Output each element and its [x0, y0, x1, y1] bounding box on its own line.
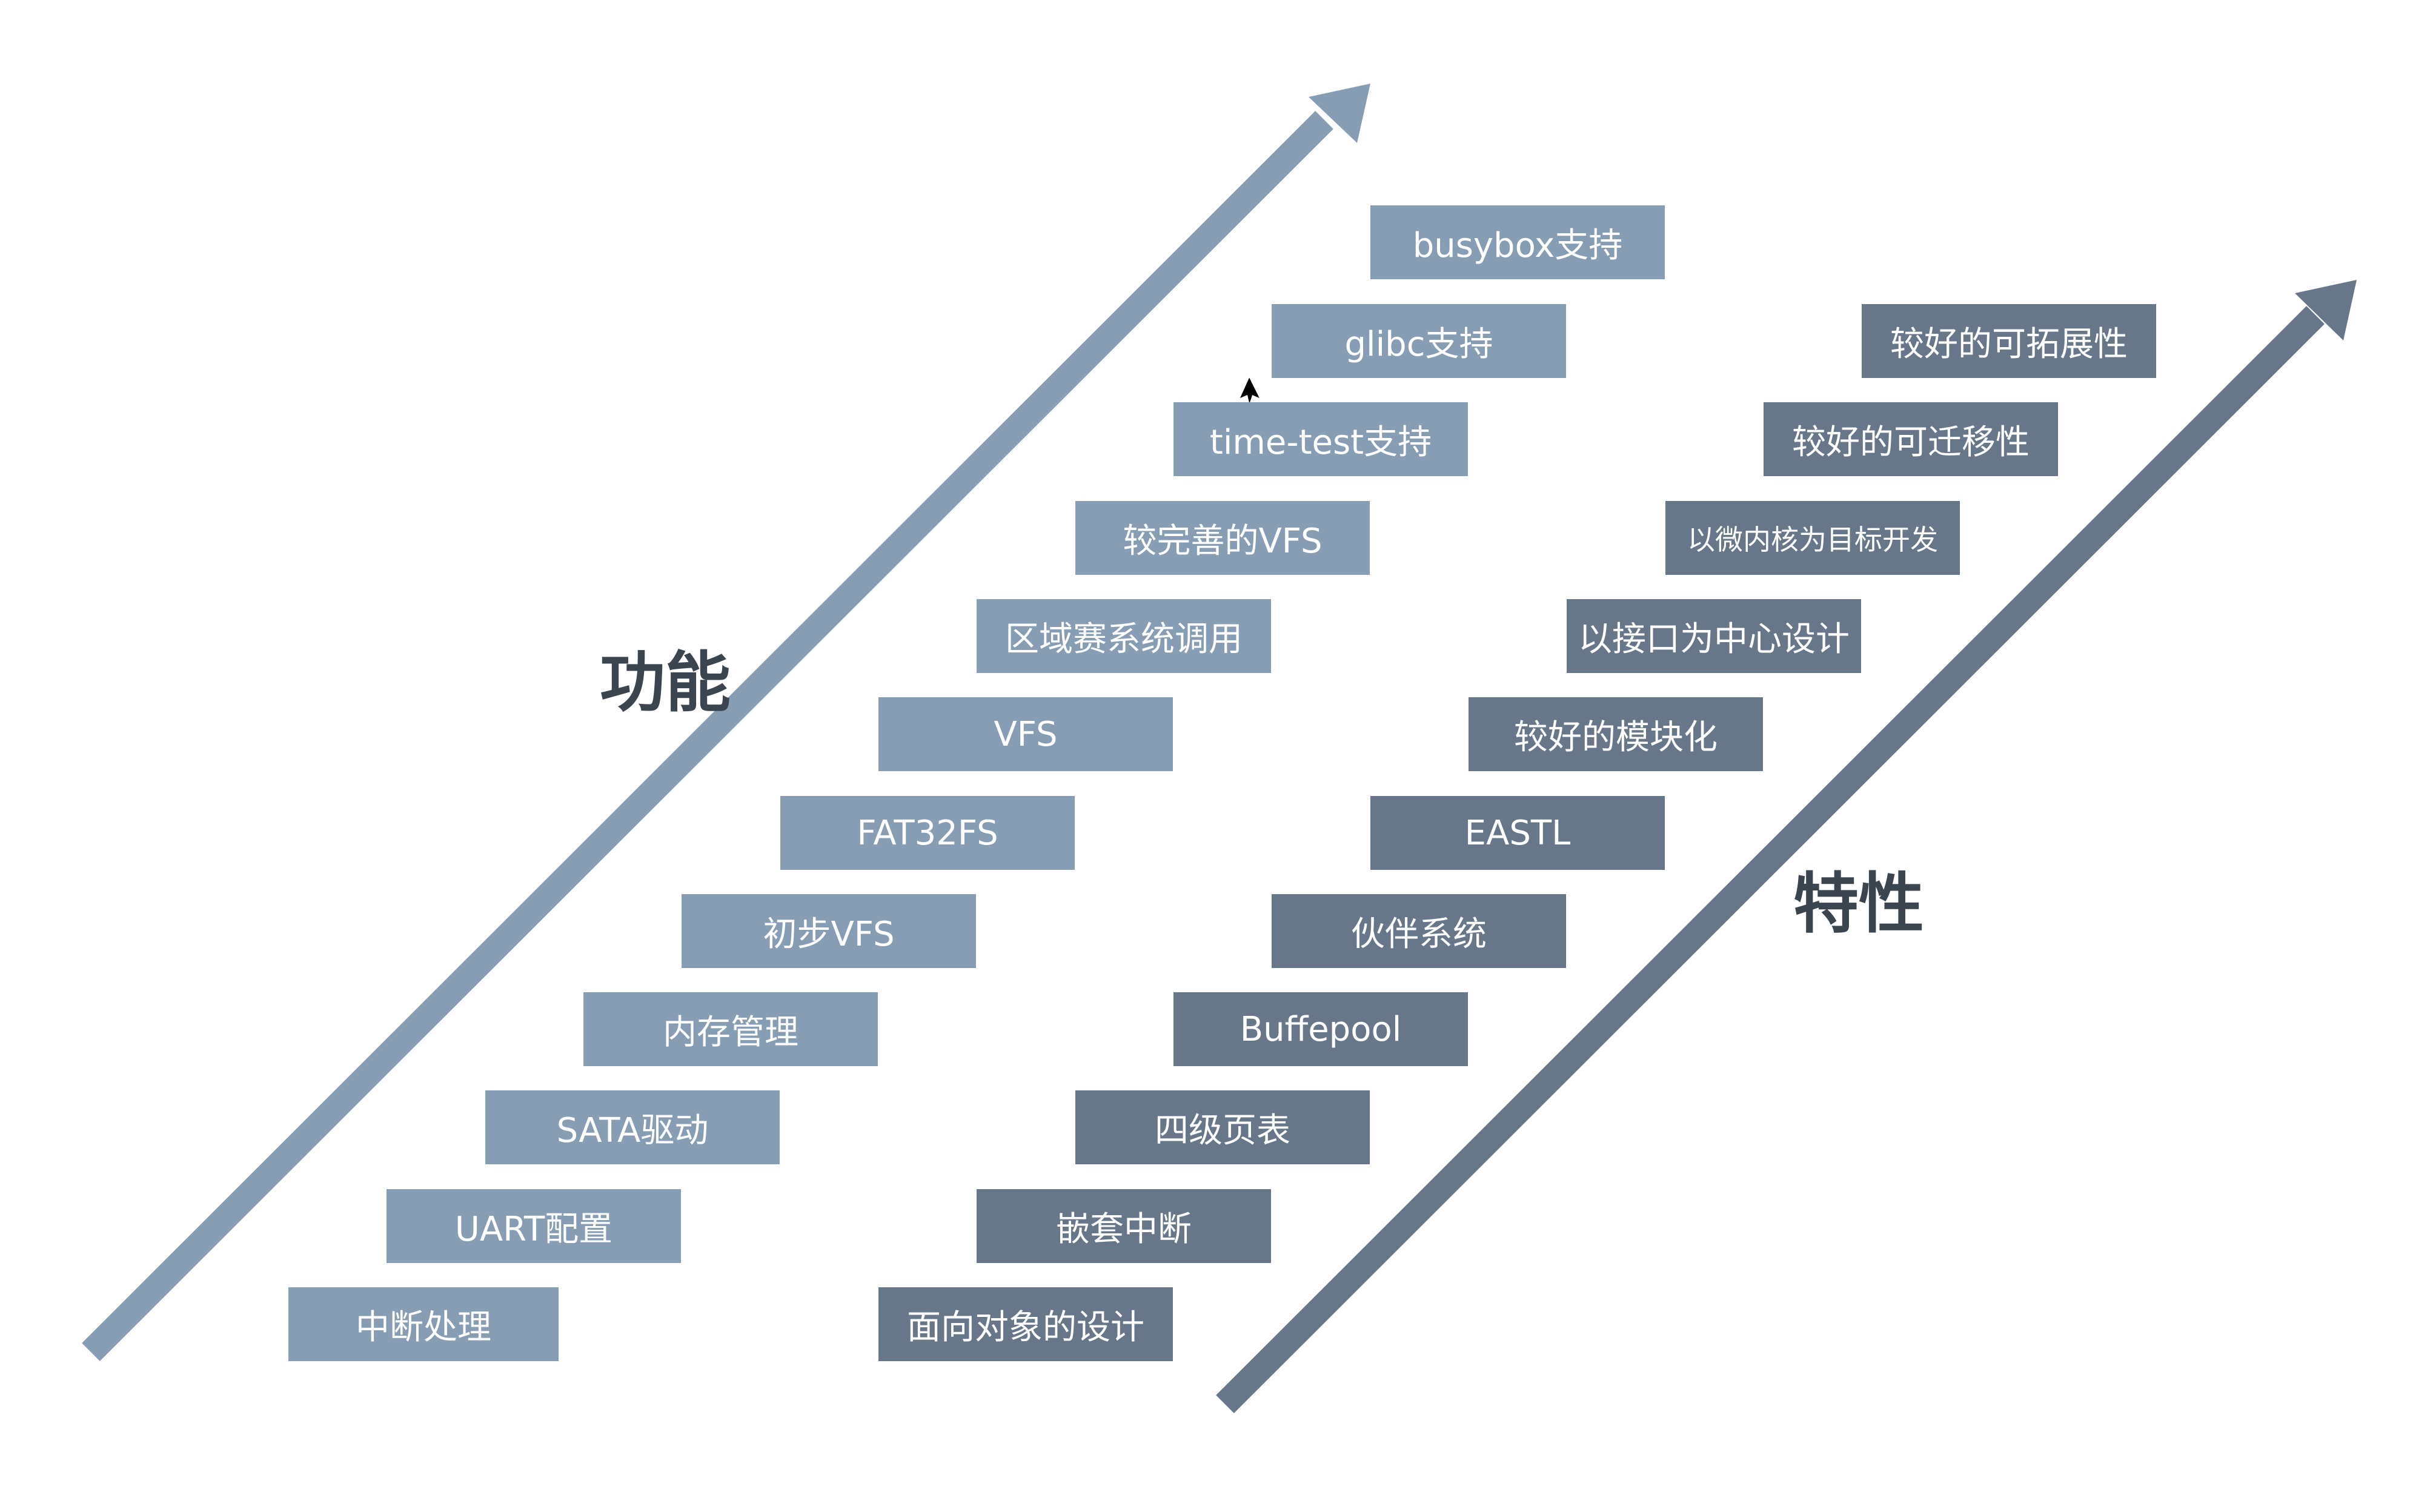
function-box-fat32fs: FAT32FS	[780, 796, 1075, 870]
function-box-sata-driver: SATA驱动	[485, 1090, 780, 1164]
function-arrow-head	[1309, 84, 1370, 143]
function-box-glibc-support: glibc支持	[1272, 304, 1566, 378]
feature-box-four-level-page-table: 四级页表	[1075, 1090, 1370, 1164]
function-box-memory-management: 内存管理	[583, 992, 878, 1066]
function-arrow-shaft	[82, 111, 1333, 1361]
function-box-vfs: VFS	[878, 697, 1173, 771]
functions-axis-label: 功能	[600, 645, 731, 721]
function-box-uart-config: UART配置	[387, 1189, 681, 1263]
feature-box-interface-centric-design: 以接口为中心设计	[1567, 599, 1861, 673]
function-box-busybox-support: busybox支持	[1370, 205, 1665, 279]
feature-box-microkernel-target: 以微内核为目标开发	[1665, 501, 1960, 575]
feature-box-buddy-system: 伙伴系统	[1272, 894, 1566, 968]
function-box-improved-vfs: 较完善的VFS	[1075, 501, 1370, 575]
function-box-initial-vfs: 初步VFS	[682, 894, 976, 968]
feature-box-eastl: EASTL	[1370, 796, 1665, 870]
feature-arrow-shaft	[1216, 306, 2325, 1413]
feature-box-object-oriented-design: 面向对象的设计	[878, 1287, 1173, 1361]
feature-box-good-extensibility: 较好的可拓展性	[1862, 304, 2156, 378]
function-box-time-test-support: time-test支持	[1173, 402, 1468, 476]
feature-box-good-portability: 较好的可迁移性	[1764, 402, 2058, 476]
feature-box-good-modularity: 较好的模块化	[1469, 697, 1763, 771]
feature-arrow-head	[2295, 280, 2357, 340]
function-box-regional-syscalls: 区域赛系统调用	[977, 599, 1271, 673]
feature-box-buffepool: Buffepool	[1173, 992, 1468, 1066]
features-axis-label: 特性	[1793, 866, 1925, 942]
feature-box-nested-interrupts: 嵌套中断	[977, 1189, 1271, 1263]
function-box-interrupt-handling: 中断处理	[288, 1287, 559, 1361]
